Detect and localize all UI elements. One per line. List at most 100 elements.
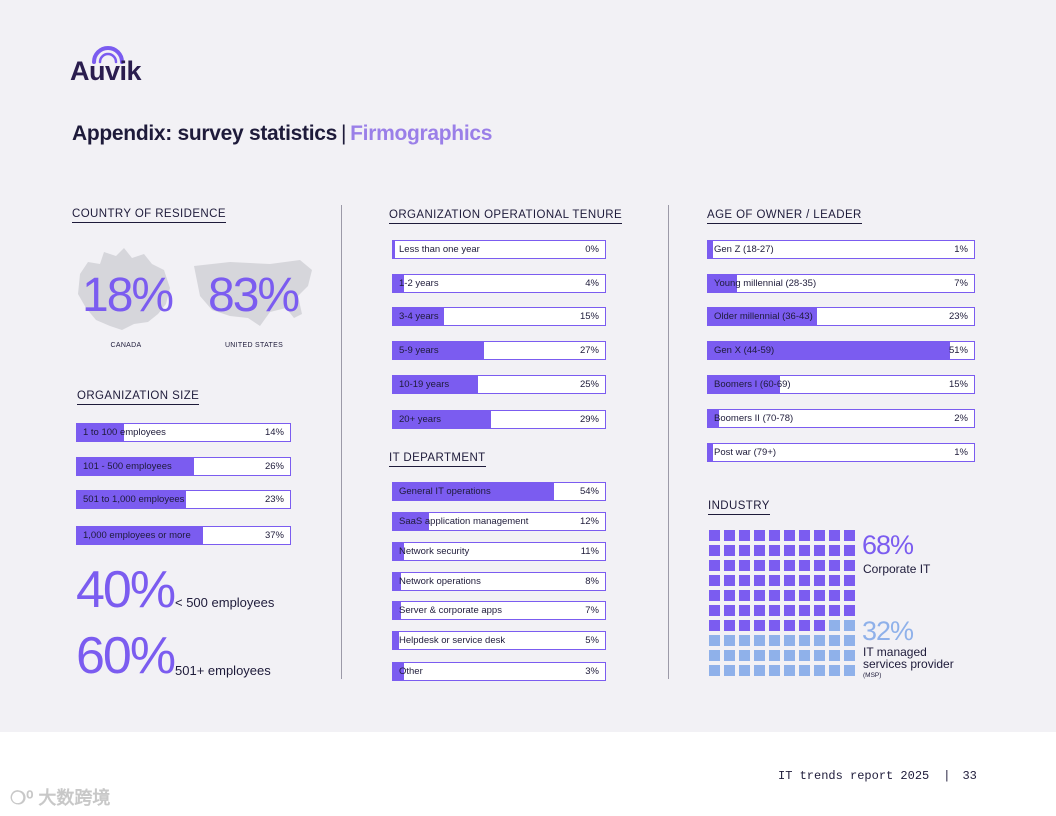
waffle-cell-msp: [754, 665, 765, 676]
bar-value: 12%: [579, 516, 599, 527]
waffle-cell-corporate: [724, 545, 735, 556]
waffle-cell-corporate: [754, 575, 765, 586]
watermark: ❍⁰ 大数跨境: [10, 784, 110, 810]
bar-label: Helpdesk or service desk: [399, 635, 506, 646]
waffle-cell-corporate: [739, 620, 750, 631]
bar-fill: [708, 410, 719, 427]
waffle-cell-corporate: [829, 545, 840, 556]
bar-row: Other 3%: [392, 662, 606, 681]
waffle-cell-corporate: [769, 545, 780, 556]
waffle-cell-msp: [814, 665, 825, 676]
bar-row: Young millennial (28-35) 7%: [707, 274, 975, 293]
bar-label: 20+ years: [399, 414, 441, 425]
waffle-cell-msp: [799, 635, 810, 646]
waffle-cell-corporate: [814, 530, 825, 541]
bar-fill: [393, 342, 485, 359]
bar-row: 3-4 years 15%: [392, 307, 606, 326]
waffle-cell-corporate: [784, 620, 795, 631]
bar-label: Gen Z (18-27): [714, 244, 774, 255]
waffle-cell-msp: [739, 635, 750, 646]
waffle-cell-corporate: [799, 545, 810, 556]
bar-value: 3%: [585, 666, 599, 677]
waffle-cell-msp: [754, 650, 765, 661]
waffle-cell-msp: [769, 665, 780, 676]
bar-label: 501 to 1,000 employees: [83, 494, 185, 505]
bar-fill: [708, 308, 818, 325]
waffle-cell-corporate: [724, 530, 735, 541]
waffle-cell-corporate: [709, 605, 720, 616]
waffle-cell-corporate: [709, 575, 720, 586]
column-divider: [668, 205, 669, 679]
usa-pct: 83%: [208, 269, 300, 322]
bar-row: General IT operations 54%: [392, 482, 606, 501]
auvik-logo[interactable]: Auvik: [70, 42, 160, 86]
waffle-cell-corporate: [784, 530, 795, 541]
waffle-cell-msp: [844, 635, 855, 646]
waffle-cell-msp: [844, 665, 855, 676]
watermark-text: 大数跨境: [38, 788, 111, 808]
bar-fill: [77, 527, 203, 544]
bar-row: 1-2 years 4%: [392, 274, 606, 293]
industry-heading: INDUSTRY: [708, 500, 770, 515]
waffle-cell-corporate: [829, 590, 840, 601]
footer-area: [0, 732, 1056, 816]
bar-row: Post war (79+) 1%: [707, 443, 975, 462]
bar-fill: [708, 376, 780, 393]
bar-label: Young millennial (28-35): [714, 278, 817, 289]
waffle-cell-corporate: [724, 605, 735, 616]
bar-value: 54%: [579, 486, 599, 497]
waffle-cell-msp: [844, 620, 855, 631]
bar-value: 51%: [948, 345, 968, 356]
waffle-cell-corporate: [814, 620, 825, 631]
waffle-cell-msp: [724, 635, 735, 646]
waffle-cell-corporate: [829, 605, 840, 616]
waffle-cell-corporate: [784, 545, 795, 556]
waffle-cell-corporate: [754, 560, 765, 571]
industry-waffle-chart: [709, 530, 855, 676]
bar-fill: [393, 602, 402, 619]
waffle-cell-msp: [829, 635, 840, 646]
waffle-cell-corporate: [769, 605, 780, 616]
bar-label: 1 to 100 employees: [83, 427, 166, 438]
bar-value: 27%: [579, 345, 599, 356]
bar-label: Network operations: [399, 576, 481, 587]
bar-row: Network security 11%: [392, 542, 606, 561]
bar-row: Older millennial (36-43) 23%: [707, 307, 975, 326]
bar-fill: [708, 241, 714, 258]
waffle-cell-corporate: [739, 575, 750, 586]
waffle-cell-corporate: [769, 530, 780, 541]
bar-fill: [393, 543, 404, 560]
waffle-cell-corporate: [844, 575, 855, 586]
bar-row: Server & corporate apps 7%: [392, 601, 606, 620]
summary-label-large-orgs: 501+ employees: [175, 663, 271, 678]
bar-fill: [708, 275, 738, 292]
waffle-cell-msp: [769, 650, 780, 661]
bar-fill: [393, 241, 396, 258]
bar-label: Network security: [399, 546, 470, 557]
page-title: Appendix: survey statistics | Firmographic…: [72, 122, 492, 146]
bar-fill: [393, 483, 555, 500]
bar-label: 1-2 years: [399, 278, 439, 289]
bar-label: Less than one year: [399, 244, 480, 255]
bar-label: Boomers II (70-78): [714, 413, 794, 424]
bar-fill: [708, 444, 714, 461]
canada-label: CANADA: [110, 342, 142, 349]
waffle-cell-corporate: [754, 605, 765, 616]
waffle-cell-corporate: [754, 530, 765, 541]
bar-value: 0%: [585, 244, 599, 255]
bar-row: 1 to 100 employees 14%: [76, 423, 291, 442]
usa-label: UNITED STATES: [224, 342, 284, 349]
waffle-cell-corporate: [799, 530, 810, 541]
waffle-cell-corporate: [769, 620, 780, 631]
bar-label: 1,000 employees or more: [83, 530, 191, 541]
footer: IT trends report 2025 | 33: [778, 769, 977, 783]
waffle-cell-corporate: [754, 620, 765, 631]
waffle-cell-corporate: [844, 605, 855, 616]
waffle-cell-corporate: [769, 590, 780, 601]
waffle-cell-corporate: [799, 590, 810, 601]
summary-label-small-orgs: < 500 employees: [175, 595, 275, 610]
waffle-cell-corporate: [739, 560, 750, 571]
bar-label: SaaS application management: [399, 516, 529, 527]
bar-row: 1,000 employees or more 37%: [76, 526, 291, 545]
bar-value: 4%: [585, 278, 599, 289]
